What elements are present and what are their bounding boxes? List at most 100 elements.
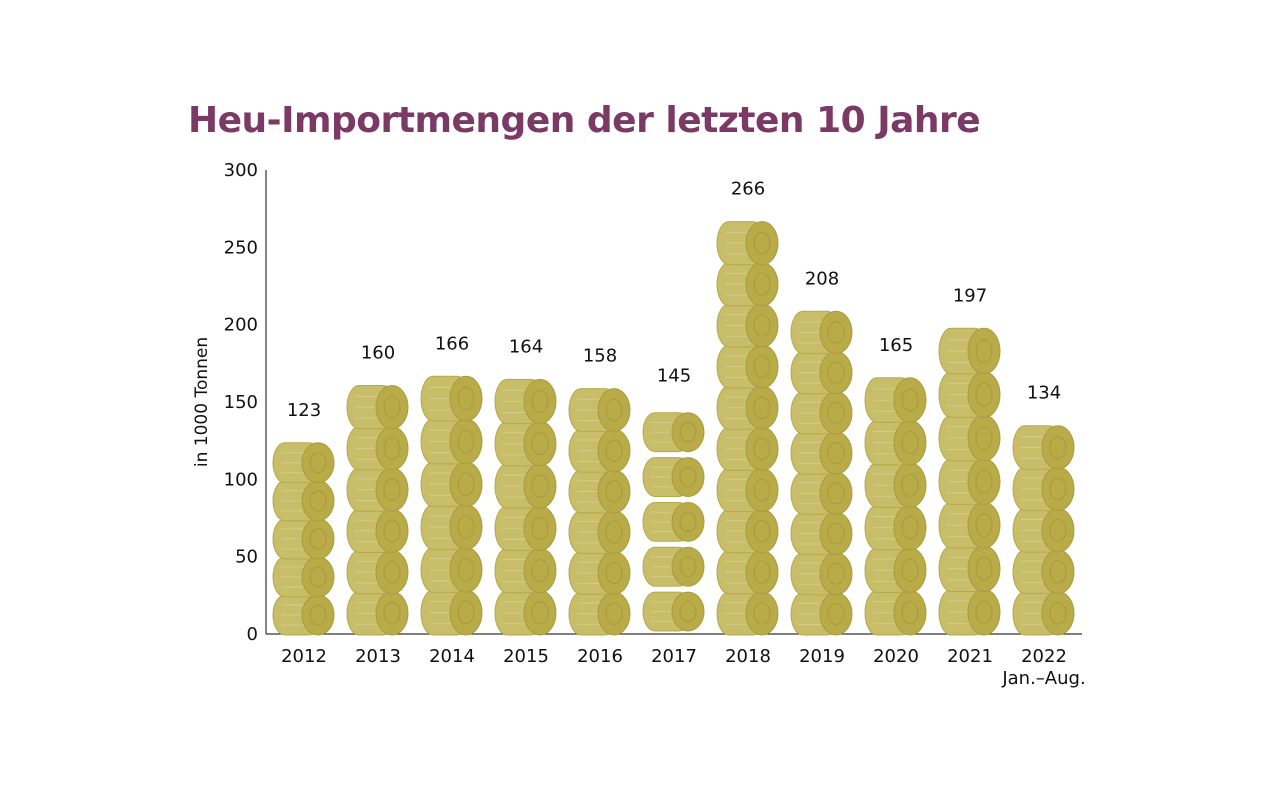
bale-spiral bbox=[457, 472, 475, 496]
hay-bale bbox=[790, 511, 853, 556]
bale-end bbox=[1041, 549, 1075, 595]
bale-end bbox=[1041, 591, 1075, 636]
bale-end bbox=[449, 504, 483, 550]
bale-end bbox=[671, 546, 705, 587]
bale-spiral bbox=[383, 478, 401, 501]
hay-bale bbox=[494, 378, 557, 425]
bale-spiral bbox=[679, 466, 697, 488]
bale-spiral bbox=[383, 519, 401, 543]
hay-bale bbox=[494, 590, 557, 636]
bale-spiral bbox=[605, 398, 623, 422]
bale-spiral bbox=[901, 601, 919, 625]
bar-2017 bbox=[642, 412, 705, 632]
bale-end bbox=[523, 590, 557, 636]
bale-end bbox=[597, 510, 631, 555]
bale-spiral bbox=[457, 515, 475, 539]
bale-spiral bbox=[753, 314, 771, 337]
x-tick-label: 2012 bbox=[281, 646, 327, 667]
hay-bale bbox=[420, 461, 483, 508]
bale-end bbox=[375, 591, 409, 636]
hay-bale bbox=[420, 375, 483, 422]
hay-bale bbox=[568, 388, 631, 432]
hay-bale bbox=[716, 426, 779, 471]
hay-bale bbox=[1012, 591, 1075, 636]
bale-end bbox=[967, 458, 1001, 505]
hay-bale bbox=[790, 310, 853, 355]
bale-end bbox=[375, 385, 409, 430]
hay-bale bbox=[568, 510, 631, 555]
bale-end bbox=[597, 591, 631, 636]
bale-end bbox=[893, 462, 927, 508]
bale-spiral bbox=[383, 602, 401, 625]
hay-bale bbox=[568, 469, 631, 514]
hay-bale bbox=[938, 414, 1001, 462]
hay-bale bbox=[716, 344, 779, 389]
hay-bale bbox=[716, 467, 779, 513]
bale-spiral bbox=[753, 519, 771, 543]
bale-end bbox=[449, 375, 483, 422]
chart-title: Heu-Importmengen der letzten 10 Jahre bbox=[188, 100, 981, 141]
bale-end bbox=[745, 385, 779, 430]
bale-spiral bbox=[457, 387, 475, 411]
data-label: 197 bbox=[953, 285, 987, 306]
bale-end bbox=[375, 550, 409, 595]
bale-spiral bbox=[383, 560, 401, 584]
bale-spiral bbox=[309, 604, 327, 626]
bale-spiral bbox=[1049, 477, 1067, 501]
bale-end bbox=[1041, 508, 1075, 553]
x-tick-label: 2015 bbox=[503, 646, 549, 667]
bale-end bbox=[967, 545, 1001, 592]
bale-end bbox=[375, 467, 409, 512]
x-tick-label: 2020 bbox=[873, 646, 919, 667]
y-tick-label: 100 bbox=[224, 469, 258, 490]
bale-end bbox=[893, 377, 927, 423]
bale-end bbox=[449, 418, 483, 465]
bale-spiral bbox=[309, 452, 327, 474]
bale-spiral bbox=[457, 429, 475, 454]
bale-spiral bbox=[605, 439, 623, 462]
hay-bale bbox=[790, 391, 853, 435]
hay-bale bbox=[494, 421, 557, 467]
hay-bale bbox=[790, 471, 853, 515]
bale-spiral bbox=[457, 558, 475, 582]
hay-bale bbox=[346, 591, 409, 636]
bale-spiral bbox=[975, 469, 993, 494]
bale-spiral bbox=[605, 561, 623, 584]
bale-end bbox=[523, 378, 557, 425]
bale-end bbox=[893, 504, 927, 551]
bar-2022 bbox=[1012, 425, 1075, 636]
hay-bale bbox=[790, 431, 853, 475]
data-label: 166 bbox=[435, 333, 469, 354]
hay-bale bbox=[864, 589, 927, 636]
data-label: 160 bbox=[361, 343, 395, 364]
y-tick-label: 0 bbox=[247, 624, 258, 645]
hay-bale bbox=[346, 385, 409, 430]
bale-spiral bbox=[1049, 602, 1067, 625]
bale-end bbox=[819, 351, 853, 395]
bale-spiral bbox=[827, 401, 845, 424]
hay-bale bbox=[1012, 508, 1075, 553]
bale-spiral bbox=[827, 602, 845, 625]
hay-bale bbox=[938, 501, 1001, 549]
bale-end bbox=[967, 327, 1001, 375]
bale-spiral bbox=[531, 559, 549, 583]
bar-2020 bbox=[864, 377, 927, 636]
hay-bale bbox=[716, 550, 779, 595]
bar-2018 bbox=[716, 221, 779, 636]
bale-spiral bbox=[975, 556, 993, 581]
bale-end bbox=[597, 469, 631, 514]
bale-spiral bbox=[679, 556, 697, 577]
hay-bale bbox=[420, 504, 483, 550]
bale-spiral bbox=[605, 521, 623, 544]
hay-bale bbox=[272, 556, 335, 598]
bale-spiral bbox=[753, 561, 771, 584]
hay-bale bbox=[1012, 425, 1075, 470]
bar-2013 bbox=[346, 385, 409, 636]
hay-bale bbox=[864, 377, 927, 423]
bale-spiral bbox=[753, 478, 771, 502]
bale-spiral bbox=[753, 231, 771, 255]
bale-spiral bbox=[1049, 560, 1067, 584]
bale-end bbox=[597, 551, 631, 595]
bale-spiral bbox=[531, 516, 549, 540]
hay-bale bbox=[938, 545, 1001, 592]
